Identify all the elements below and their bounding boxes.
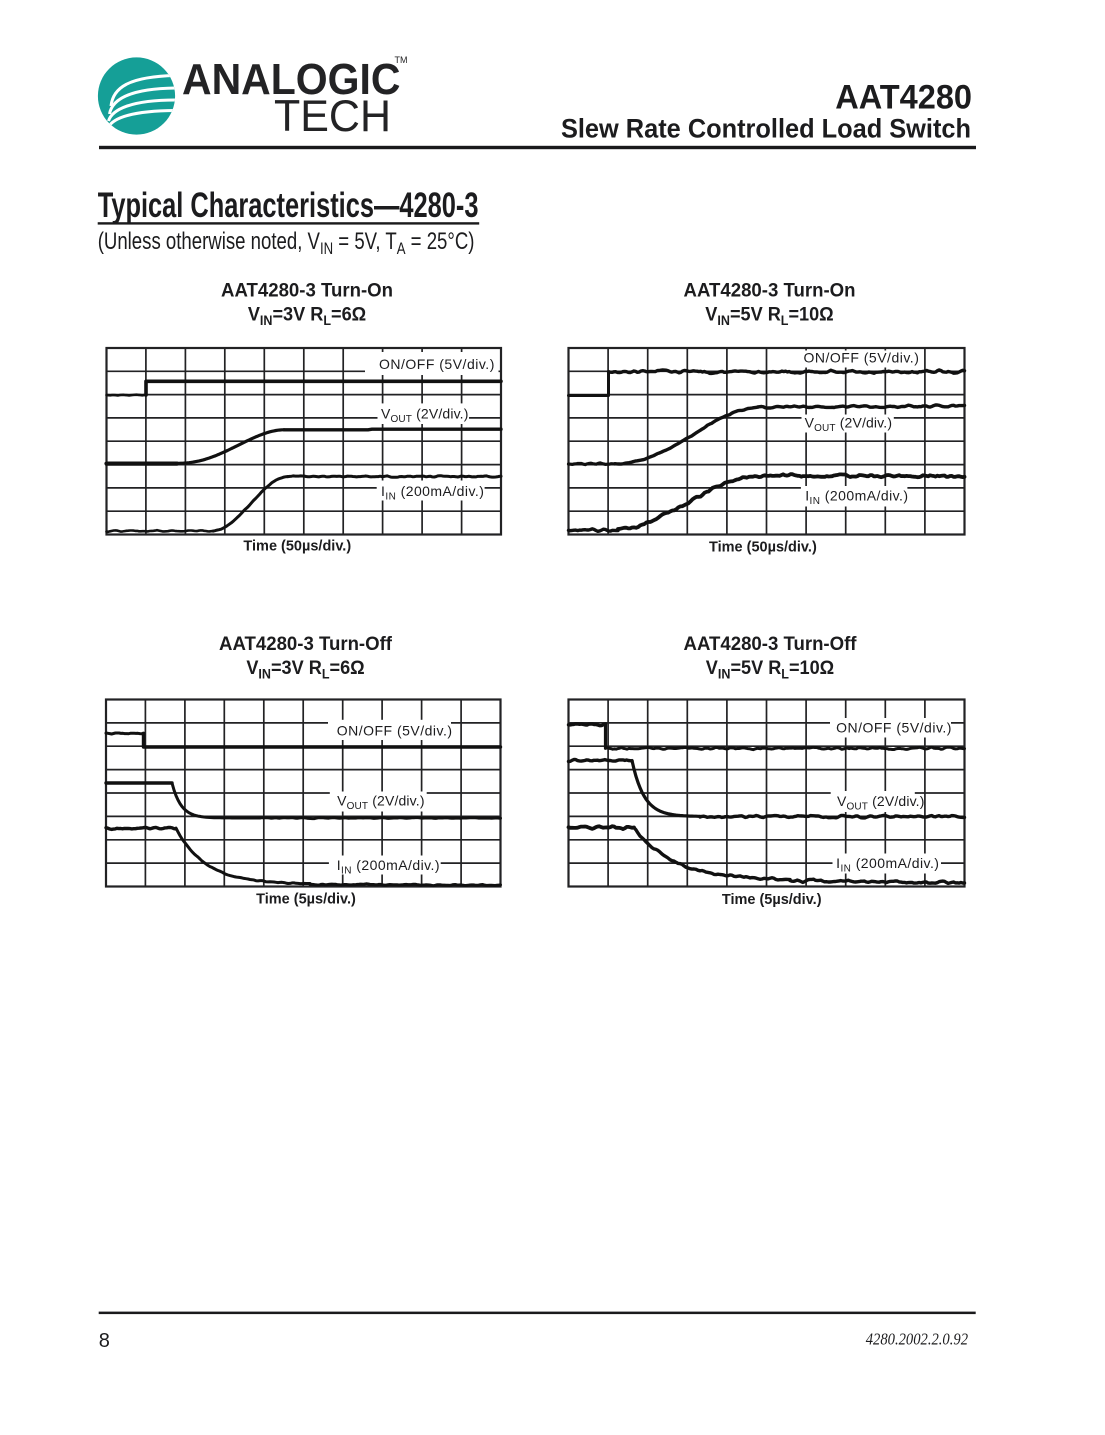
svg-text:Time (5µs/div.): Time (5µs/div.) [722, 892, 822, 908]
svg-text:AAT4280-3 Turn-Off: AAT4280-3 Turn-Off [219, 633, 393, 654]
svg-text:ON/OFF (5V/div.): ON/OFF (5V/div.) [337, 722, 453, 738]
svg-text:AAT4280: AAT4280 [835, 79, 972, 117]
svg-text:ON/OFF (5V/div.): ON/OFF (5V/div.) [379, 356, 495, 372]
svg-text:VIN=5V RL=10Ω: VIN=5V RL=10Ω [706, 656, 834, 681]
svg-text:AAT4280-3 Turn-On: AAT4280-3 Turn-On [684, 279, 856, 300]
svg-text:IIN (200mA/div.): IIN (200mA/div.) [805, 487, 908, 507]
svg-text:VIN=5V RL=10Ω: VIN=5V RL=10Ω [705, 303, 833, 328]
svg-text:(Unless otherwise noted, VIN =: (Unless otherwise noted, VIN = 5V, TA = … [98, 228, 475, 259]
svg-text:Typical Characteristics—4280-3: Typical Characteristics—4280-3 [98, 186, 479, 225]
svg-text:ON/OFF (5V/div.): ON/OFF (5V/div.) [836, 720, 952, 736]
svg-text:Time (5µs/div.): Time (5µs/div.) [256, 891, 356, 907]
svg-text:Slew Rate Controlled Load Swit: Slew Rate Controlled Load Switch [561, 113, 971, 144]
svg-text:TM: TM [395, 55, 408, 65]
svg-text:AAT4280-3 Turn-Off: AAT4280-3 Turn-Off [684, 633, 858, 654]
svg-text:ANALOGIC: ANALOGIC [182, 55, 401, 103]
svg-text:ON/OFF (5V/div.): ON/OFF (5V/div.) [804, 350, 920, 366]
svg-text:IIN (200mA/div.): IIN (200mA/div.) [836, 855, 939, 875]
svg-text:TECH: TECH [274, 92, 391, 142]
svg-text:IIN (200mA/div.): IIN (200mA/div.) [381, 483, 484, 503]
svg-text:Time (50µs/div.): Time (50µs/div.) [709, 540, 817, 556]
svg-text:AAT4280-3 Turn-On: AAT4280-3 Turn-On [221, 279, 393, 300]
svg-text:8: 8 [99, 1330, 110, 1352]
svg-text:IIN (200mA/div.): IIN (200mA/div.) [337, 857, 440, 877]
svg-text:4280.2002.2.0.92: 4280.2002.2.0.92 [866, 1330, 968, 1348]
svg-text:Time (50µs/div.): Time (50µs/div.) [243, 539, 351, 555]
